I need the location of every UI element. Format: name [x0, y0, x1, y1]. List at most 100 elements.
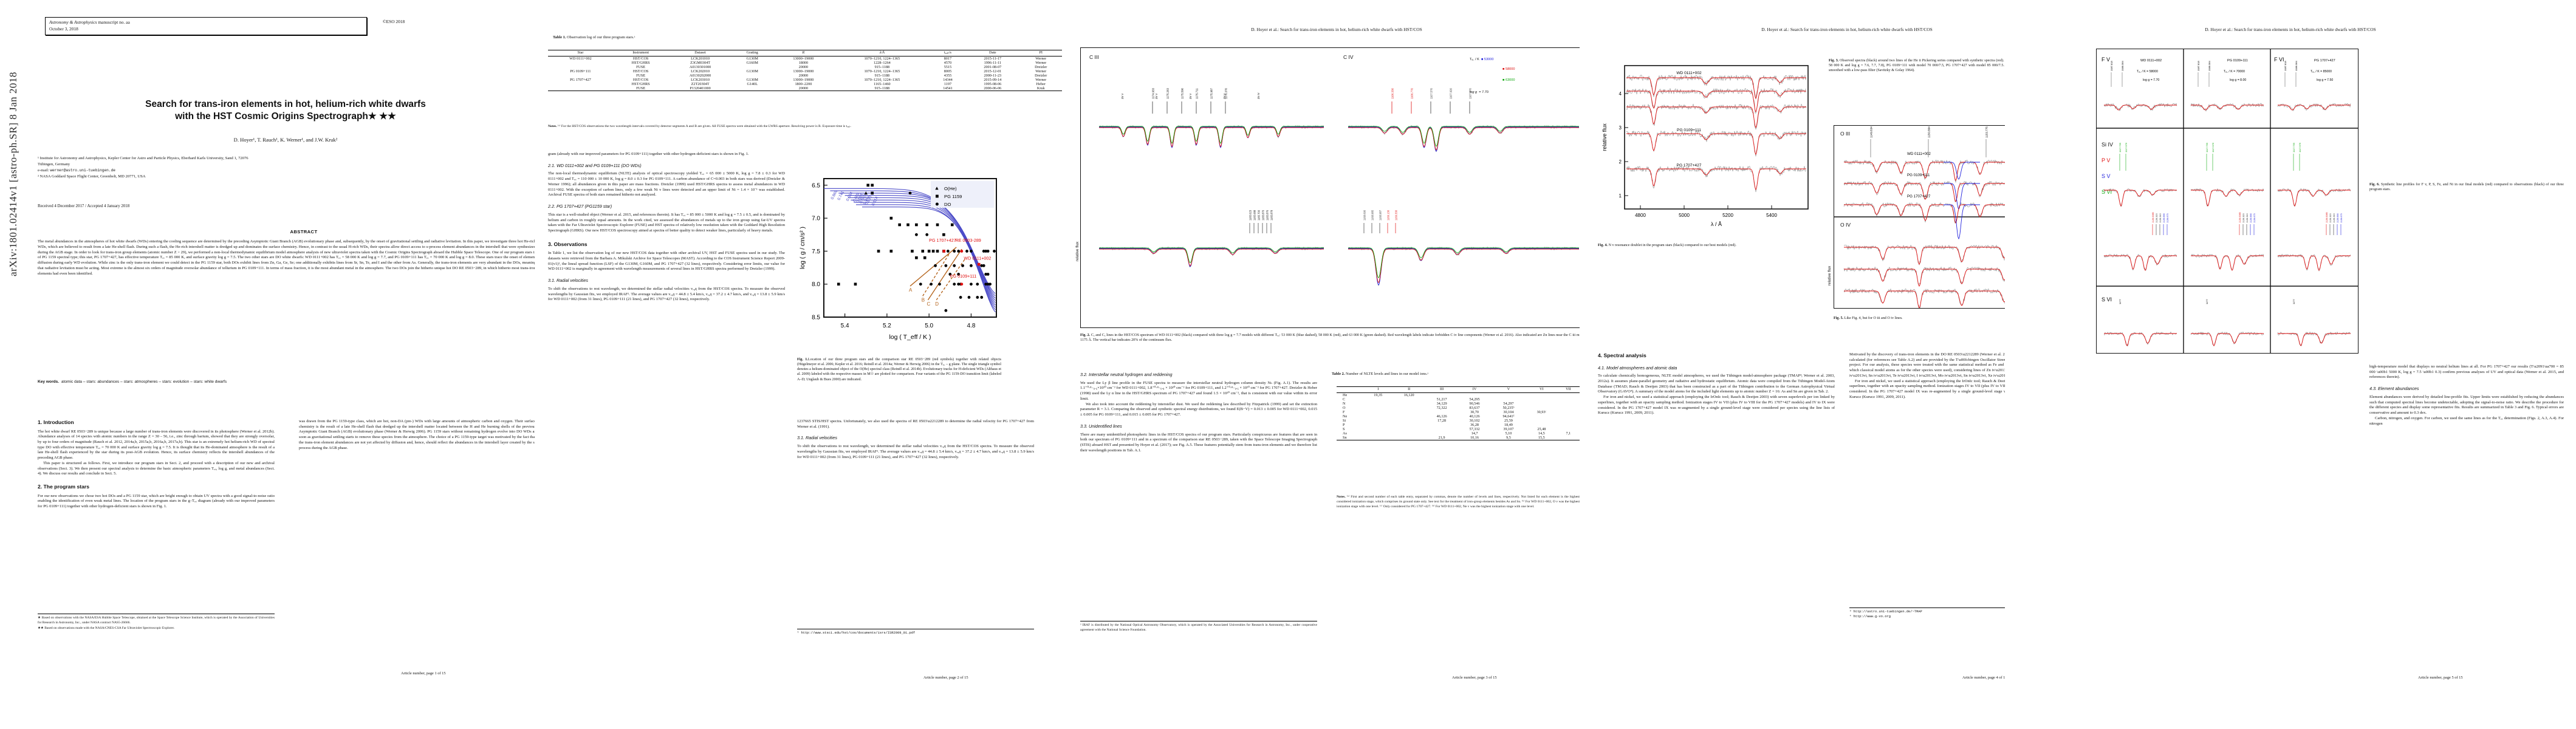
table-row: F 30,70 30,104 30,93ᶜ	[1337, 410, 1580, 414]
table1-cell: Werner	[1035, 78, 1047, 82]
table2-cell	[1557, 423, 1580, 427]
line-wavelength-label: 1088.384	[2295, 61, 2298, 71]
table2-cell	[1526, 397, 1557, 402]
table2-cell: N	[1343, 402, 1346, 406]
x-tick-label: 5200	[1722, 213, 1733, 218]
journal-copyright: ©ESO 2018	[383, 19, 405, 24]
line-wavelength-label: 1128.340	[2159, 213, 2162, 223]
highlight-label-pg1707: PG 1707+427	[929, 238, 956, 243]
s32-paragraph-1: We used the Ly β line profile in the FUS…	[1080, 380, 1317, 401]
x-tick-label: 5.4	[841, 323, 849, 329]
data-point-do	[946, 250, 950, 253]
line-wavelength-label: 1128.0085	[2152, 212, 2154, 223]
footnote-url-1: ¹ http://www.stsci.edu/hst/cos/documents…	[797, 631, 916, 635]
y-tick-label: 2	[1619, 159, 1622, 165]
model-spectrum	[2278, 104, 2351, 111]
spectrum-star-label: PG 0109+111	[1907, 173, 1930, 177]
table1-cell: 1197	[944, 82, 952, 86]
legend-label: O(He)	[944, 186, 957, 191]
section-heading-program-stars: 2. The program stars	[38, 484, 90, 490]
table2-cell	[1425, 410, 1458, 414]
ion-label-fv: F V	[2102, 56, 2110, 63]
observed-spectrum	[1348, 246, 1580, 287]
table1-caption-label: Table 1.	[553, 35, 566, 39]
table1-cell: PG 0109+111	[570, 69, 591, 74]
table1-cell: 2001-08-07	[984, 65, 1002, 69]
table-row: O 72,322 83,637 50,235ᵇ	[1337, 406, 1580, 410]
line-wavelength-label: 1165.878	[1270, 210, 1273, 221]
line-wavelength-label: 1175.590	[1181, 87, 1184, 99]
figure-3-pickering: 4800 5000 5200 5400 1 2 3 4 WD 0111+002 PG 0109+1…	[1598, 53, 1817, 236]
model-spectrum	[2278, 333, 2351, 346]
journal-stamp: Astronomy & Astrophysics manuscript no. …	[45, 17, 367, 36]
table-nlte-levels: I II III IV V VI VII He 19,35 16,120 C 51,217 54,29…	[1337, 386, 1580, 440]
transition-label: A	[909, 287, 913, 293]
table2-caption-text: Number of NLTE levels and lines in our m…	[1345, 372, 1429, 376]
table2-cell	[1557, 402, 1580, 406]
table2-cell: 17,28	[1437, 419, 1447, 423]
figure-5-ylabel: relative flux	[1828, 265, 1832, 286]
line-wavelength-label: 1128.320	[2156, 213, 2158, 223]
data-point-pg1159	[866, 183, 870, 187]
data-point-pg1159	[889, 250, 893, 253]
table1-col-7: Date	[965, 50, 1020, 55]
transition-line	[927, 248, 962, 301]
line-wavelength-label: 1128.320	[2329, 213, 2332, 223]
x-tick-label: 5000	[1679, 213, 1690, 218]
abstract-heading: ABSTRACT	[290, 229, 318, 234]
model-spectrum	[1348, 247, 1579, 278]
table2-cell	[1557, 419, 1580, 423]
data-point-do	[960, 250, 964, 253]
line-wavelength-label: 1088.384	[2208, 61, 2211, 71]
table2-cell	[1526, 402, 1557, 406]
affiliation-1b: Tübingen, Germany	[38, 162, 70, 166]
running-head-5: D. Hoyer et al.: Search for trans-iron e…	[2205, 27, 2376, 32]
table1-cell	[548, 74, 613, 78]
line-wavelength-label: 1088.384	[2121, 61, 2124, 71]
table1-cell: HST/COS	[632, 69, 649, 74]
data-point-do	[930, 282, 933, 286]
data-point-do	[984, 250, 988, 253]
table1-cell: G130M	[746, 78, 758, 82]
observed-spectrum	[2103, 331, 2177, 347]
table1-cell	[731, 86, 773, 91]
line-wavelength-label: 1128.340	[2246, 213, 2249, 223]
table2-cell	[1363, 410, 1392, 414]
table1-cell: 915–1188	[874, 74, 890, 78]
table1-cell: Z2T20304T	[691, 82, 710, 86]
data-point-ohe	[935, 187, 939, 190]
model-spectrum	[2104, 255, 2177, 271]
data-point-pg1159	[915, 256, 918, 259]
table1-cell: PG 1707+427	[570, 78, 591, 82]
transition-line	[909, 247, 957, 287]
footnotes-page-1: ★ Based on observations with the NASA/ES…	[38, 614, 275, 631]
model-spectrum	[1348, 126, 1579, 147]
table-row: HST/GHRS Z3GM0304T G160M 18000 1228–1264 4570…	[548, 61, 1062, 65]
data-point-pg1159	[911, 250, 914, 253]
x-tick-label: 4800	[1635, 213, 1646, 218]
table1-body: WD 0111+002 HST/COS LCK201010 G130M 13000–19…	[548, 56, 1062, 91]
table1-cell: HST/COS	[632, 56, 649, 61]
table1-cell: G130M	[746, 56, 758, 61]
s22-paragraph-1: This star is a well-studied object (Wern…	[548, 212, 785, 233]
model-spectrum	[2104, 333, 2177, 346]
table2-cell: S	[1343, 427, 1345, 431]
table2-cell	[1392, 419, 1425, 423]
s5-paragraph-1: Carbon, nitrogen, and oxygen. For carbon…	[2369, 416, 2564, 426]
observed-spectrum	[2277, 253, 2351, 272]
observed-spectrum	[1348, 125, 1580, 152]
line-wavelength-label: 1128.0085	[2239, 212, 2241, 223]
page-footer-2: Article number, page 2 of 15	[923, 676, 968, 680]
table2-cell: 7,1	[1566, 431, 1571, 436]
table-row: PG 0109+111 HST/COS LCK202010 G130M 13000–19…	[548, 69, 1062, 74]
page3-col-left: 3.2. Interstellar neutral hydrogen and r…	[1080, 372, 1317, 453]
figure-3-caption-text: Observed spectra (black) around two line…	[1829, 59, 2096, 73]
data-point-do	[965, 250, 968, 253]
table1-cell	[548, 65, 613, 69]
table1-notes-text: ⁽ᵃ⁾ For the HST/COS observations the two…	[557, 125, 851, 128]
data-point-pg1159	[927, 250, 931, 253]
page2-col-right: 1237665 STIS/HST spectra. Unfortunately,…	[797, 419, 1034, 460]
table1-col-2: Dataset	[668, 50, 732, 55]
x-tick-label: 5.0	[925, 323, 933, 329]
